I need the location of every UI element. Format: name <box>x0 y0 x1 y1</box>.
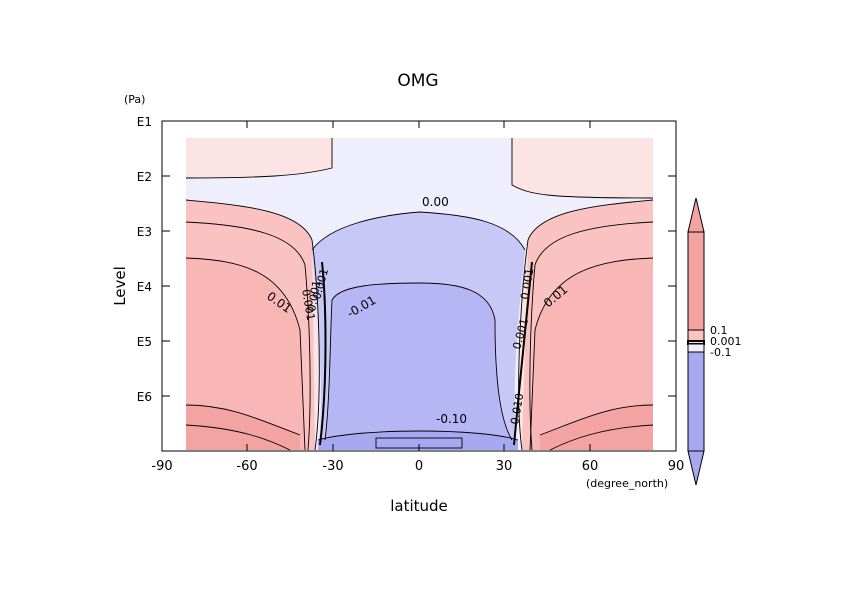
colorbar-label: 0.001 <box>710 335 742 348</box>
x-tick-labels: -90 -60 -30 0 30 60 90 <box>151 459 684 474</box>
y-tick-label: E6 <box>137 390 152 404</box>
fill-right-pos-strong <box>530 258 653 450</box>
x-tick-label: 90 <box>668 459 685 474</box>
colorbar-segment-neg-strong <box>687 351 705 452</box>
y-tick-label: E3 <box>137 225 152 239</box>
contour-line <box>529 221 654 451</box>
contour-line <box>185 404 301 436</box>
fill-left-pos-max <box>186 405 300 450</box>
contour-lines <box>185 138 654 451</box>
contour-label: 0.001 <box>305 279 323 312</box>
x-axis-unit: (degree_north) <box>586 477 668 490</box>
contour-line <box>185 138 333 179</box>
contour-fill <box>186 138 653 450</box>
colorbar-segment-neg-mid <box>687 343 705 353</box>
chart-title: OMG <box>397 71 438 91</box>
contour-line <box>185 424 291 451</box>
contour-line <box>185 199 320 451</box>
x-tick-label: 0 <box>415 459 423 474</box>
axis-ticks <box>161 120 677 451</box>
contour-zero-line <box>513 261 533 446</box>
colorbar-segment-pos-mid <box>687 329 705 342</box>
contour-label: 0.001 <box>518 267 536 300</box>
contour-line <box>185 257 306 451</box>
contour-label: 0.00 <box>422 195 449 209</box>
fill-neg-max <box>318 431 518 450</box>
y-axis-unit: (Pa) <box>124 93 145 106</box>
x-tick-label: -90 <box>151 459 172 474</box>
x-tick-label: 60 <box>582 459 599 474</box>
contour-line <box>539 404 654 436</box>
contour-label: 0.001 <box>299 288 317 321</box>
x-tick-label: -30 <box>322 459 343 474</box>
x-tick-label: -60 <box>236 459 257 474</box>
contour-line <box>331 282 513 441</box>
y-tick-label: E2 <box>137 170 152 184</box>
colorbar-segment-pos-strong <box>687 231 705 331</box>
contour-line <box>529 257 654 451</box>
contour-line <box>549 424 654 451</box>
x-axis-label: latitude <box>390 497 448 515</box>
contour-line <box>511 138 654 199</box>
x-tick-label: 30 <box>496 459 513 474</box>
y-tick-labels: E1 E2 E3 E4 E5 E6 <box>137 115 152 404</box>
colorbar <box>687 197 705 486</box>
colorbar-bottom-arrow <box>687 450 705 486</box>
y-tick-label: E4 <box>137 280 152 294</box>
colorbar-label: -0.1 <box>710 346 731 359</box>
contour-label: -0.10 <box>436 412 467 426</box>
contour-zero-line <box>319 261 327 446</box>
colorbar-label: 0.1 <box>710 324 728 337</box>
y-axis-label: Level <box>111 266 129 306</box>
fill-right-pos-max <box>540 405 653 450</box>
contour-line <box>185 221 311 451</box>
colorbar-labels: 0.1 0.001 -0.1 <box>710 324 742 359</box>
contour-label: 0.010 <box>508 392 526 425</box>
contour-line <box>317 430 519 441</box>
fill-left-pos-strong <box>186 258 305 450</box>
y-tick-label: E1 <box>137 115 152 129</box>
fill-neg-strong <box>322 283 512 450</box>
colorbar-top-arrow <box>687 197 705 233</box>
contour-line <box>311 211 526 251</box>
y-tick-label: E5 <box>137 335 152 349</box>
contour-line <box>324 299 333 441</box>
